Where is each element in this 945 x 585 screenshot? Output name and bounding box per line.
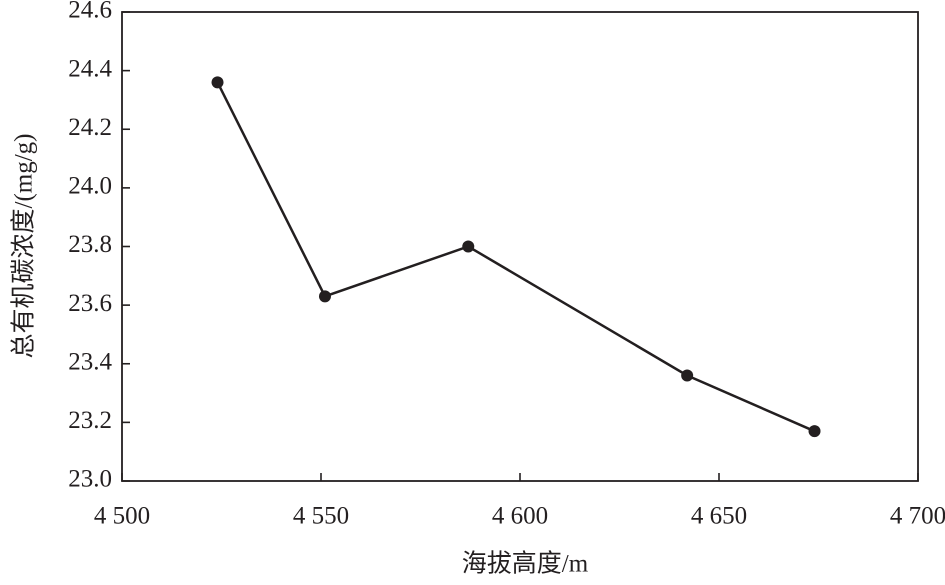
y-tick-label: 23.6 — [68, 290, 112, 317]
data-point — [462, 240, 475, 253]
y-tick-label: 23.8 — [68, 231, 112, 258]
y-tick-label: 24.4 — [68, 55, 112, 82]
y-axis-title: 总有机碳浓度/(mg/g) — [10, 134, 38, 359]
data-line — [216, 81, 816, 433]
x-tick-label: 4 600 — [492, 503, 548, 530]
y-tick-label: 24.2 — [68, 114, 112, 141]
data-point — [681, 369, 694, 382]
x-tick-label: 4 650 — [691, 503, 747, 530]
y-tick-label: 24.0 — [68, 173, 112, 200]
x-tick-label: 4 550 — [293, 503, 349, 530]
y-tick-label: 23.4 — [68, 348, 112, 375]
y-tick-label: 24.6 — [68, 0, 112, 24]
x-tick-label: 4 500 — [94, 503, 150, 530]
plot-frame — [121, 11, 919, 482]
y-tick-label: 23.0 — [68, 466, 112, 493]
x-axis-title: 海拔高度/m — [462, 550, 589, 578]
data-point — [318, 290, 331, 303]
data-point — [808, 425, 821, 438]
x-tick-label: 4 700 — [890, 503, 945, 530]
data-point — [211, 76, 224, 89]
y-tick-label: 23.2 — [68, 407, 112, 434]
